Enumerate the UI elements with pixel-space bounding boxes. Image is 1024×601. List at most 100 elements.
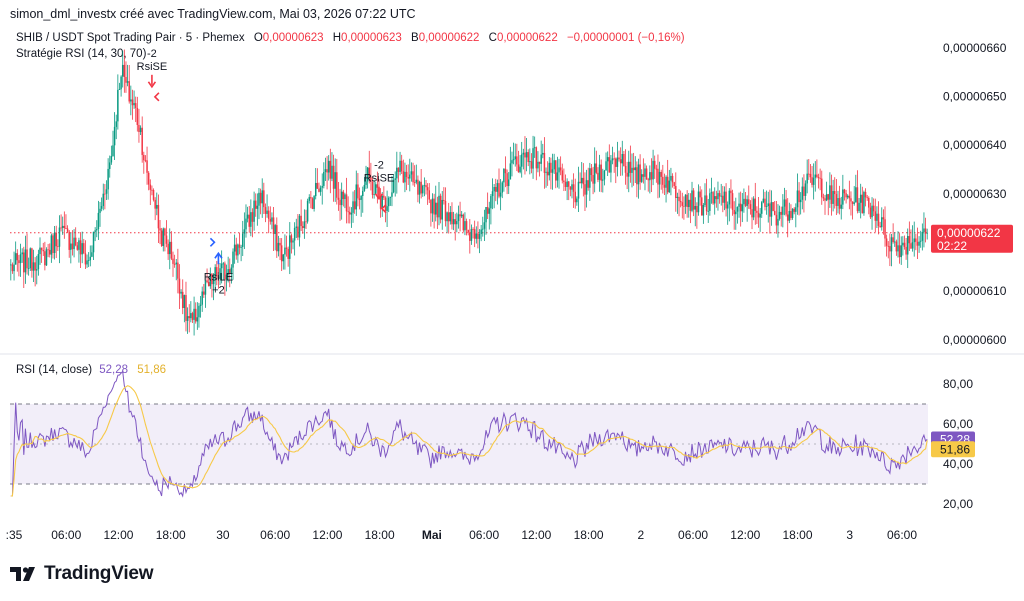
rsi-ma-value-badge-text: 51,86 [940,442,970,456]
candle-body [36,269,38,271]
candle-body [449,212,452,222]
candle-body [840,204,842,209]
candle-body [524,152,526,158]
candle-body [900,245,902,258]
candle-body [663,184,666,188]
candle-body [149,184,152,190]
candle-body [465,221,468,230]
candle-body [78,240,80,250]
candle-body [386,206,388,211]
candle-body [902,242,904,246]
candle-body [670,175,672,181]
candle-body [263,190,265,208]
candle-body [666,176,669,193]
candle-body [806,173,808,184]
candle-body [170,241,173,259]
sell-entry-marker [380,204,387,214]
candle-body [830,185,833,204]
candle-body [864,191,867,198]
candle-body [175,262,177,265]
candle-body [353,201,356,210]
candle-body [397,167,400,172]
tradingview-logo[interactable]: TradingView [10,563,154,585]
candle-body [785,199,787,215]
candle-body [722,195,724,203]
candle-body [277,242,280,252]
candle-body [683,205,685,207]
candle-body [608,157,611,173]
chart-canvas[interactable]: 0,00000660 0,00000650 0,00000640 0,00000630… [0,0,1024,560]
candle-body [739,203,742,212]
candle-body [754,198,757,211]
candle-body [795,207,797,212]
candle-body [190,313,192,319]
candle-body [462,214,465,231]
candle-body [206,280,208,282]
candle-body [435,202,437,215]
candle-body [590,168,593,176]
candle-body [428,190,431,200]
candle-body [509,163,512,180]
candle-body [637,164,640,185]
candle-body [199,304,202,306]
candle-body [240,246,242,248]
candle-body [280,245,283,262]
candle-body [134,103,137,108]
candle-body [576,198,578,203]
candle-body [628,161,630,177]
candle-body [632,167,635,171]
candle-body [73,237,75,250]
candle-body [490,196,492,209]
candle-body [566,181,568,188]
candle-body [256,205,259,209]
candle-body [227,269,229,275]
candle-body [409,174,411,179]
candle-body [118,89,121,90]
candle-body [324,169,327,173]
candle-body [662,176,664,185]
open-label: O [253,32,263,44]
candle-body [201,291,203,305]
signal-label: RsiSE [364,173,395,185]
candle-body [426,187,429,191]
candle-body [503,168,505,183]
candle-body [334,172,336,189]
price-tick-label: 0,00000660 [943,41,1007,55]
candle-body [679,201,682,203]
candle-body [297,226,299,238]
candle-body [803,186,805,196]
candle-body [564,182,567,188]
candle-body [147,172,150,185]
candle-body [143,154,145,161]
candle-body [243,229,246,234]
candle-body [707,210,709,212]
candle-body [738,203,740,207]
rsi-legend: RSI (14, close) 52,28 51,86 [16,364,166,376]
candle-body [726,204,729,209]
candle-body [10,264,12,266]
candle-body [757,212,760,218]
candle-body [495,186,497,192]
candle-body [569,186,572,190]
candle-body [94,230,96,232]
candle-body [748,199,750,205]
candle-body [383,195,385,198]
candle-body [339,199,341,206]
candle-body [130,99,132,102]
time-axis: :35 06:00 12:00 18:00 30 06:00 12:00 18:00 Mai 06… [6,528,918,542]
candle-body [396,167,398,179]
candle-body [225,274,228,280]
candle-body [258,192,260,206]
candle-body [499,192,502,197]
candle-body [282,254,285,262]
candle-body [624,165,627,173]
candle-body [191,313,194,320]
last-price-badge-value: 0,00000622 [937,226,1001,240]
candle-body [180,291,182,294]
candle-body [102,193,105,207]
candle-body [298,215,301,238]
candle-body [665,176,667,188]
candle-body [897,245,899,252]
candle-body [272,217,275,235]
candle-body [480,229,482,235]
